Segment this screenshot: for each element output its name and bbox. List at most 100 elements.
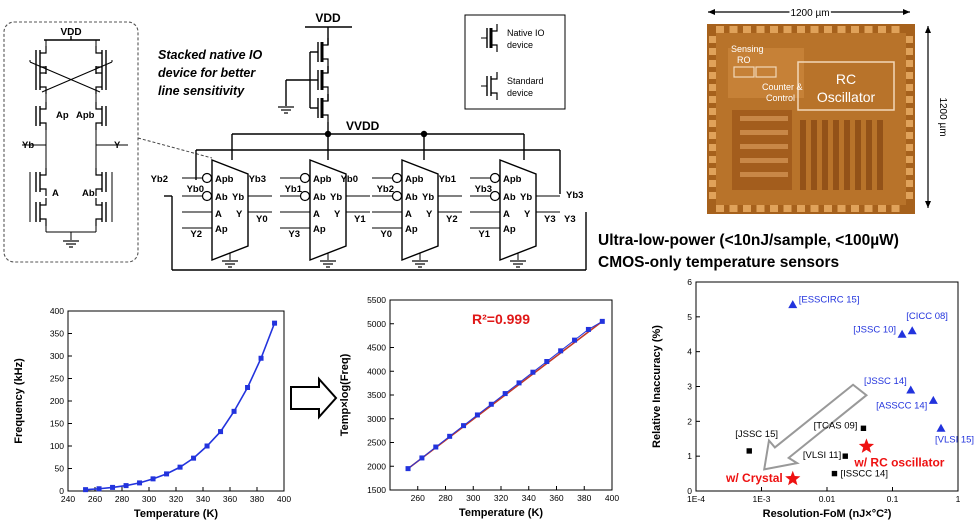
delay-stage-3: Apb Ab Yb A Y Ap Yb0 Yb2 Y0 Y2 [341, 158, 462, 268]
point-label: [ISSCC 14] [840, 469, 888, 480]
y-tick-label: 6 [687, 277, 692, 287]
delay-cell-schematic: VDD Ap Apb Yb Y A Ab [3, 21, 213, 263]
legend-native-2: device [507, 40, 533, 50]
x-axis-title: Temperature (K) [134, 508, 218, 520]
scatter-point: [VLSI 11] [803, 450, 848, 461]
input-label-apb: Yb2 [151, 174, 168, 185]
ground-icon [221, 260, 239, 268]
templogfreq-point [558, 348, 564, 354]
templogfreq-point [516, 380, 522, 386]
pin-a: A [313, 209, 320, 220]
y-tick-label: 2500 [367, 438, 386, 448]
frequency-point [110, 484, 116, 490]
vdd-label: VDD [315, 11, 341, 25]
point-label: [VLSI 11] [803, 450, 841, 461]
frequency-point [83, 487, 89, 493]
templogfreq-point [502, 391, 508, 397]
chip-micrograph: 1200 µm 1200 µm RC Oscillator Sensing RO… [707, 6, 950, 214]
point-label: w/ Crystal [725, 471, 783, 485]
y-tick-label: 350 [50, 329, 64, 339]
point-label: [ASSCC 14] [876, 400, 927, 411]
y-tick-label: 5000 [367, 319, 386, 329]
y-tick-label: 0 [687, 486, 692, 496]
scatter-point: [ESSCIRC 15] [788, 295, 859, 309]
x-tick-label: 320 [494, 493, 508, 503]
chip-width-label: 1200 µm [790, 8, 829, 19]
y-tick-label: 250 [50, 374, 64, 384]
templogfreq-point [599, 318, 605, 324]
pin-yb: Yb [232, 192, 244, 203]
x-tick-label: 340 [196, 494, 210, 504]
y-tick-label: 4 [687, 347, 692, 357]
ring-oscillator-schematic: VDD Stacked native IO device for better … [151, 11, 587, 271]
cell-node-ap: Ap [56, 110, 69, 121]
scatter-point: [ASSCC 14] [876, 395, 938, 411]
templogfreq-point [572, 337, 578, 343]
scatter-point: w/ Crystal [725, 470, 801, 486]
templogfreq-point [419, 455, 425, 461]
y-tick-label: 3000 [367, 414, 386, 424]
pin-y: Y [236, 209, 243, 220]
input-label-ap: Y2 [190, 229, 202, 240]
y-tick-label: 5500 [367, 295, 386, 305]
output-label-y: Y2 [446, 214, 458, 225]
pin-ab: Ab [405, 192, 418, 203]
frequency-point [272, 320, 278, 326]
frequency-point [164, 471, 170, 477]
point-label: [ESSCIRC 15] [799, 295, 860, 306]
point-label: [CICC 08] [906, 311, 948, 322]
y-tick-label: 0 [59, 486, 64, 496]
templogfreq-point [447, 433, 453, 439]
y-tick-label: 200 [50, 396, 64, 406]
legend-native-1: Native IO [507, 28, 545, 38]
frequency-point [258, 355, 264, 361]
point-label: [JSSC 10] [853, 324, 896, 335]
legend-standard-2: device [507, 88, 533, 98]
rc-osc-line-2: Oscillator [817, 89, 876, 105]
y-tick-label: 4000 [367, 366, 386, 376]
frequency-point [123, 483, 129, 489]
vvdd-label: VVDD [346, 119, 380, 133]
y-tick-label: 3 [687, 382, 692, 392]
rc-osc-line-1: RC [836, 71, 856, 87]
ground-icon [319, 260, 337, 268]
pin-ap: Ap [405, 224, 418, 235]
x-tick-label: 260 [411, 493, 425, 503]
y-tick-label: 1500 [367, 485, 386, 495]
pin-ap: Ap [503, 224, 516, 235]
input-label-ap: Y3 [288, 229, 300, 240]
right-arrow-icon [290, 376, 338, 420]
frequency-point [177, 464, 183, 470]
pin-apb: Apb [215, 174, 234, 185]
x-tick-label: 280 [115, 494, 129, 504]
sensing-ro-block [733, 66, 755, 78]
output-label-y: Y1 [354, 214, 366, 225]
scatter-point: [TCAS 09] [814, 420, 867, 431]
cell-node-a: A [52, 188, 59, 199]
input-label-ap: Y1 [478, 229, 490, 240]
stacked-note-line-3: line sensitivity [158, 84, 245, 98]
output-label-y: Y3 [544, 214, 556, 225]
device-legend: Native IO device Standard device [464, 14, 566, 110]
pin-ab: Ab [313, 192, 326, 203]
frequency-vs-temperature-chart: 240 260 280 300 320 340 360 380 400 0 50 100 150 200 2… [13, 306, 291, 520]
y-tick-label: 3500 [367, 390, 386, 400]
heading-line-1: Ultra-low-power (<10nJ/sample, <100µW) [598, 232, 899, 249]
chip-height-label: 1200 µm [937, 97, 948, 136]
x-tick-label: 360 [549, 493, 563, 503]
templogfreq-point [530, 369, 536, 375]
x-tick-label: 360 [223, 494, 237, 504]
frequency-point [231, 408, 237, 414]
output-label-y: Y0 [256, 214, 268, 225]
templogfreq-point [474, 412, 480, 418]
input-label-abyb: Yb2 [377, 184, 394, 195]
point-label: [JSSC 15] [735, 429, 778, 440]
x-tick-label: 400 [277, 494, 291, 504]
frequency-point [96, 486, 102, 492]
x-tick-label: 320 [169, 494, 183, 504]
counter-line-2: Control [766, 93, 795, 103]
scatter-point: [JSSC 14] [864, 376, 916, 394]
delay-stage-2: Apb Ab Yb A Y Ap Yb3 Yb1 Y3 Y1 [249, 158, 370, 268]
y-tick-label: 2 [687, 416, 692, 426]
sensing-ro-line-1: Sensing [731, 44, 764, 54]
